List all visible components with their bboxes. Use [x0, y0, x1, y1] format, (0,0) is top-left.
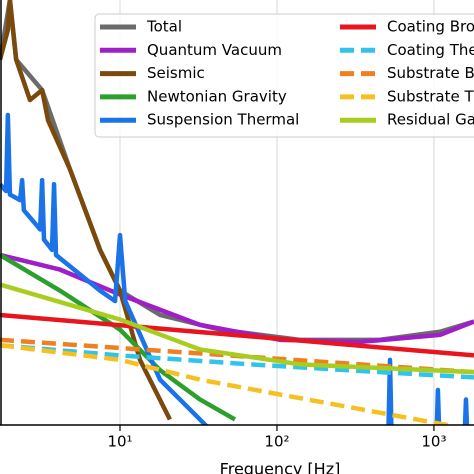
series-line: [0, 253, 237, 422]
legend-box: [94, 13, 474, 138]
series-line: [0, 282, 474, 375]
legend-label: Substrate B: [387, 64, 474, 82]
legend-label: Substrate T: [387, 87, 474, 105]
x-axis-label: Frequency [Hz]: [220, 460, 341, 474]
axes: 10¹ 10² 10³: [0, 0, 474, 451]
legend-label: Seismic: [147, 64, 205, 82]
legend-label: Suspension Thermal: [147, 111, 299, 129]
legend-label: Quantum Vacuum: [147, 41, 282, 59]
legend-label: Newtonian Gravity: [147, 87, 287, 105]
x-tick-label: 10¹: [107, 433, 132, 451]
series-line: [0, 312, 474, 358]
series-line: [0, 343, 474, 380]
series-line: [0, 343, 460, 425]
series-line: [0, 252, 474, 345]
x-tick-label: 10³: [421, 433, 446, 451]
legend-label: Total: [146, 18, 182, 36]
legend: Total Quantum Vacuum Seismic Newtonian Grav…: [94, 13, 474, 138]
legend-label: Coating The: [387, 41, 474, 59]
x-tick-label: 10²: [264, 433, 289, 451]
series-line: [0, 112, 470, 425]
legend-label: Coating Bro: [387, 18, 474, 36]
legend-label: Residual Ga: [387, 111, 474, 129]
